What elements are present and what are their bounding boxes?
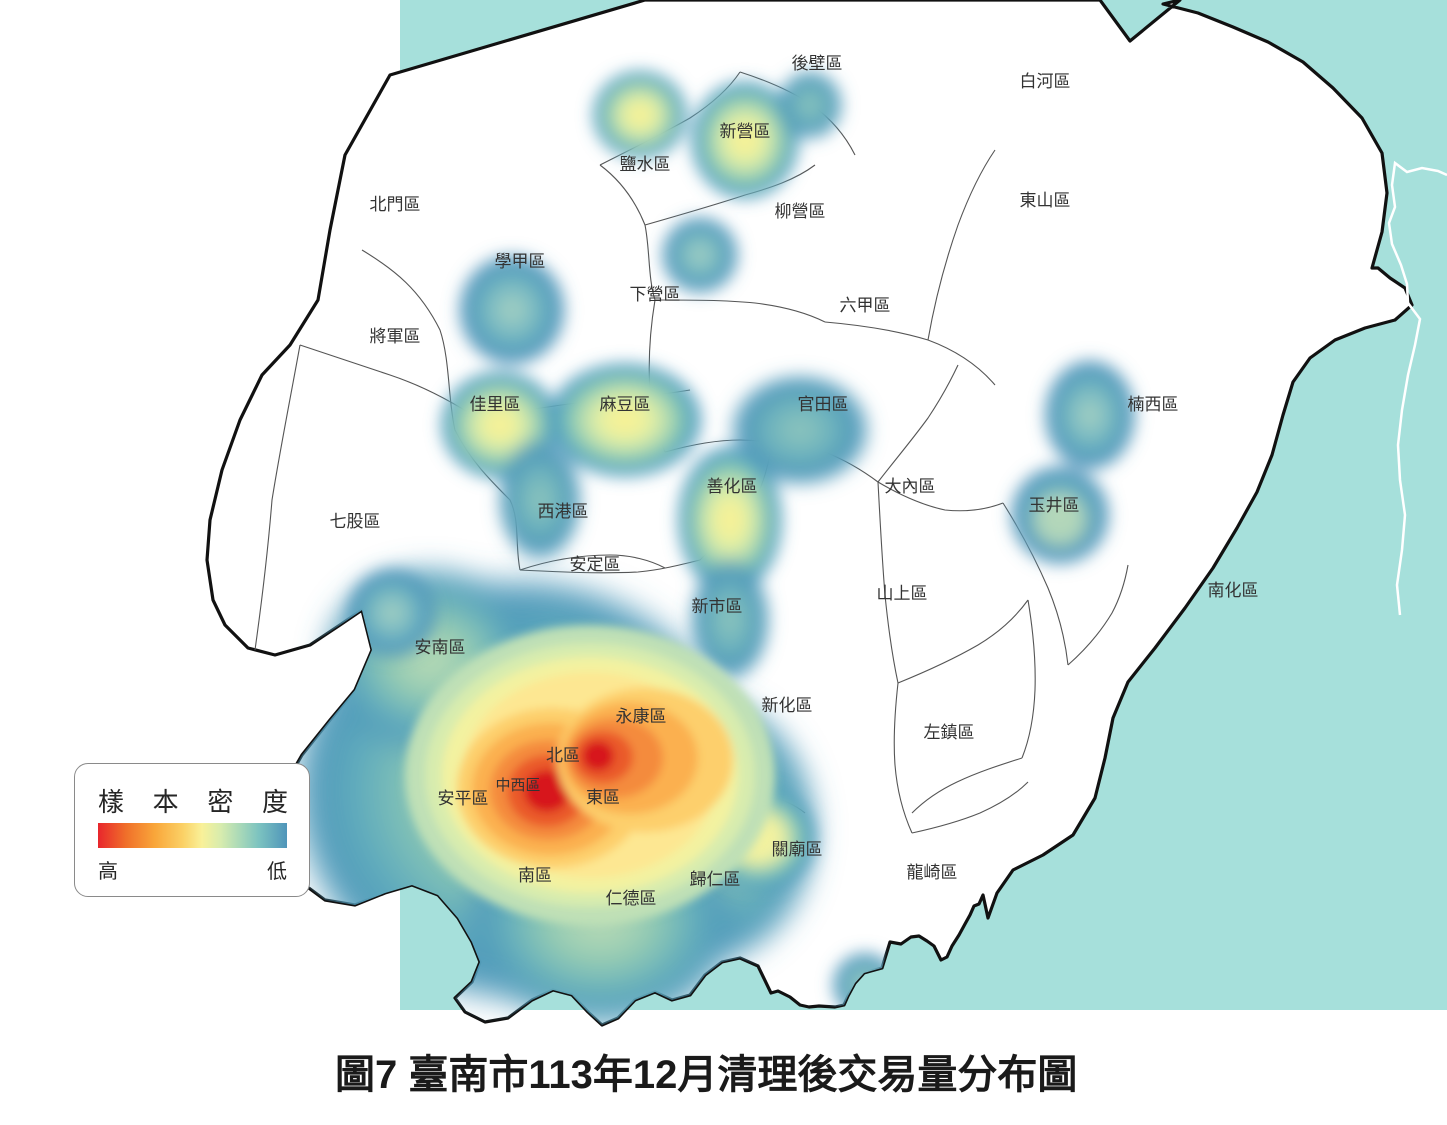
- svg-text:新營區: 新營區: [720, 122, 771, 141]
- svg-text:柳營區: 柳營區: [775, 202, 826, 221]
- svg-text:北區: 北區: [546, 746, 580, 765]
- svg-text:南化區: 南化區: [1208, 581, 1259, 600]
- svg-text:北門區: 北門區: [370, 195, 421, 214]
- svg-text:南區: 南區: [518, 866, 552, 885]
- svg-text:佳里區: 佳里區: [470, 395, 521, 414]
- svg-text:玉井區: 玉井區: [1029, 496, 1080, 515]
- svg-text:鹽水區: 鹽水區: [620, 155, 671, 174]
- svg-text:關廟區: 關廟區: [772, 840, 823, 859]
- svg-text:七股區: 七股區: [330, 512, 381, 531]
- svg-text:官田區: 官田區: [798, 395, 849, 414]
- svg-text:東山區: 東山區: [1020, 191, 1071, 210]
- svg-text:龍崎區: 龍崎區: [907, 863, 958, 882]
- svg-text:中西區: 中西區: [495, 777, 540, 794]
- svg-text:左鎮區: 左鎮區: [924, 723, 975, 742]
- svg-text:仁德區: 仁德區: [606, 889, 657, 908]
- svg-text:東區: 東區: [586, 788, 620, 807]
- svg-text:後壁區: 後壁區: [792, 54, 843, 73]
- svg-text:大內區: 大內區: [885, 477, 936, 496]
- svg-text:永康區: 永康區: [616, 707, 667, 726]
- svg-text:新市區: 新市區: [692, 597, 743, 616]
- svg-text:歸仁區: 歸仁區: [690, 870, 741, 889]
- svg-text:安南區: 安南區: [415, 638, 466, 657]
- svg-text:安定區: 安定區: [570, 555, 621, 574]
- svg-text:將軍區: 將軍區: [370, 327, 421, 346]
- svg-text:善化區: 善化區: [707, 477, 758, 496]
- svg-text:六甲區: 六甲區: [840, 296, 891, 315]
- svg-text:下營區: 下營區: [630, 285, 681, 304]
- svg-text:安平區: 安平區: [438, 789, 489, 808]
- svg-text:山上區: 山上區: [877, 584, 928, 603]
- svg-text:新化區: 新化區: [762, 696, 813, 715]
- svg-text:學甲區: 學甲區: [495, 252, 546, 271]
- svg-text:麻豆區: 麻豆區: [600, 395, 651, 414]
- svg-text:白河區: 白河區: [1020, 72, 1071, 91]
- svg-text:楠西區: 楠西區: [1128, 395, 1179, 414]
- svg-text:西港區: 西港區: [538, 502, 589, 521]
